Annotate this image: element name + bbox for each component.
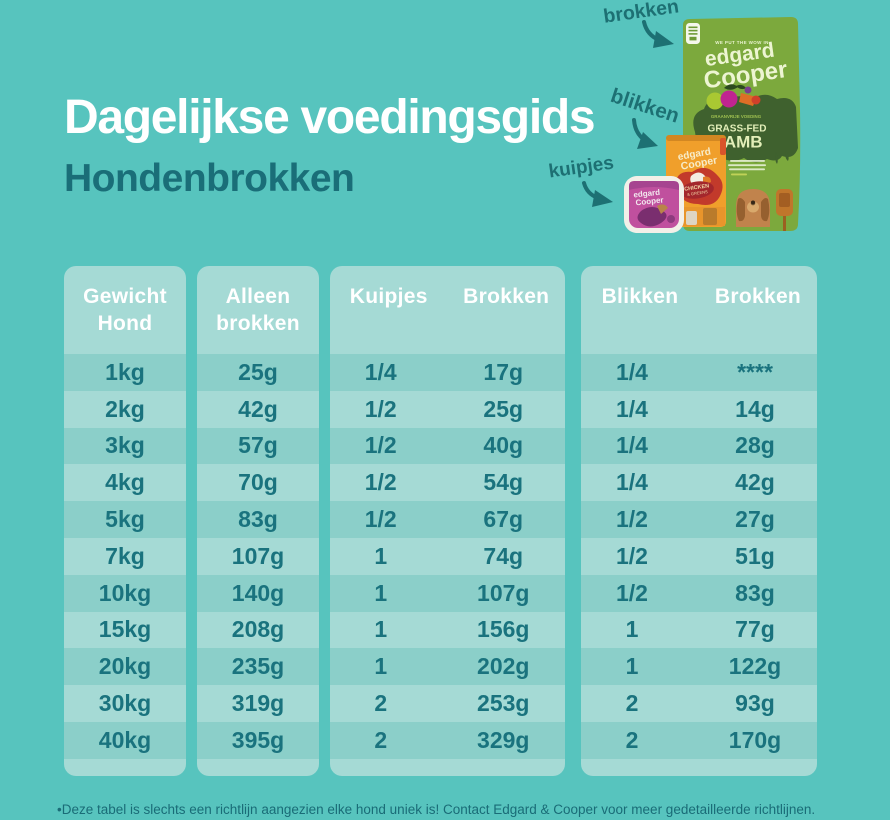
svg-text:edgard: edgard <box>633 188 661 200</box>
svg-text:WE PUT THE WOW IN: WE PUT THE WOW IN <box>715 40 769 45</box>
svg-text:CHICKEN: CHICKEN <box>684 183 710 192</box>
svg-text:& GREENS: & GREENS <box>687 189 708 197</box>
svg-text:GRASS-FED: GRASS-FED <box>708 124 767 135</box>
svg-text:Cooper: Cooper <box>635 195 664 207</box>
svg-text:kuipjes: kuipjes <box>547 153 615 183</box>
svg-text:GRAANVRIJE VOEDING: GRAANVRIJE VOEDING <box>711 114 762 119</box>
svg-text:blikken: blikken <box>608 84 682 128</box>
svg-text:brokken: brokken <box>602 0 680 28</box>
